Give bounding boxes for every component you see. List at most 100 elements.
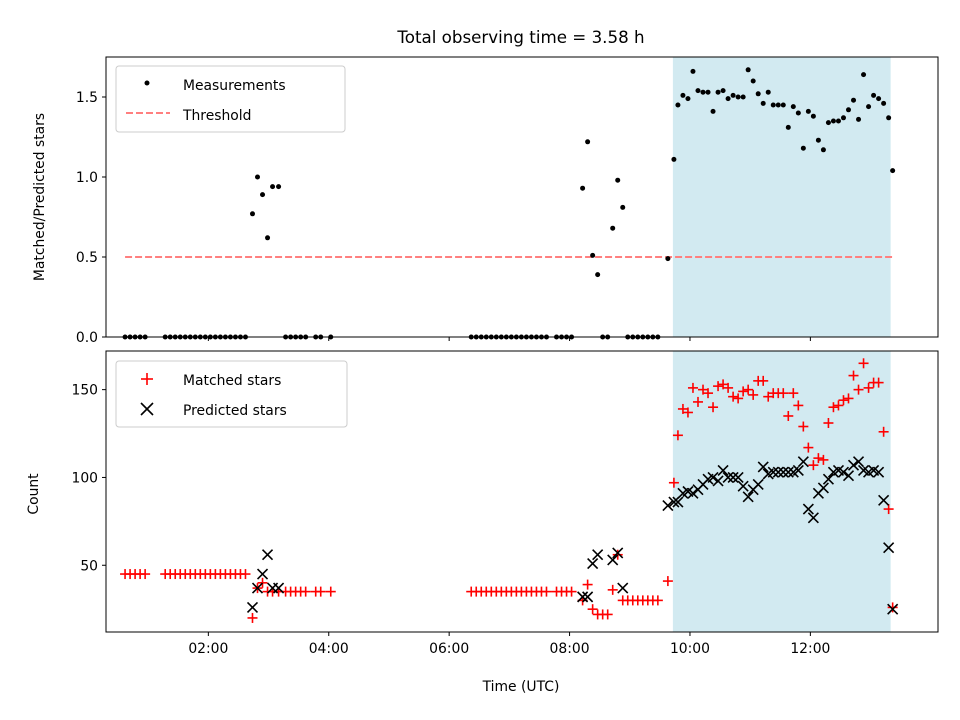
measurement-point [871, 92, 877, 98]
matched-point [853, 384, 864, 395]
predicted-point [717, 464, 729, 476]
count-x-ticks: 02:00 04:00 06:00 08:00 10:00 12:00 [188, 632, 830, 657]
matched-point [818, 454, 829, 465]
measurement-point [755, 91, 761, 97]
matched-point [778, 388, 789, 399]
measurement-point [881, 100, 887, 106]
matched-point [858, 358, 869, 369]
matched-point [733, 393, 744, 404]
measurement-point [276, 184, 282, 190]
predicted-point [668, 496, 680, 508]
measurement-point [750, 78, 756, 84]
matched-point [140, 569, 151, 580]
matched-point [798, 421, 809, 432]
predicted-point [732, 471, 744, 484]
measurement-point [685, 96, 691, 102]
matched-point [813, 453, 824, 464]
predicted-point [842, 470, 855, 482]
measurement-point [671, 156, 677, 162]
measurement-point [770, 102, 776, 108]
count-y-axis-label: Count [26, 473, 42, 515]
matched-point [803, 442, 814, 453]
matched-point [662, 576, 673, 587]
measurement-point [680, 92, 686, 98]
ratio-y-tick-label: 0.0 [76, 330, 98, 346]
matched-point [587, 604, 598, 615]
measurement-point [866, 104, 872, 110]
predicted-point [256, 568, 269, 580]
measurement-point [825, 120, 831, 126]
legend-predicted-marker [140, 402, 154, 416]
measurement-point [861, 72, 867, 78]
measurement-point [725, 96, 731, 102]
predicted-point [782, 466, 794, 478]
predicted-point [757, 461, 769, 473]
measurement-point [590, 252, 596, 258]
measurement-point [700, 89, 706, 95]
matched-point [703, 388, 714, 399]
measurement-point [886, 115, 892, 121]
matched-point [863, 382, 874, 393]
measurement-point [830, 118, 836, 124]
matched-point [687, 382, 698, 393]
matched-point [315, 586, 326, 597]
matched-point [748, 389, 759, 400]
count-y-tick-label: 150 [71, 383, 98, 399]
predicted-point [672, 496, 684, 508]
measurement-point [740, 94, 746, 100]
measurement-point [705, 89, 711, 95]
matched-point [713, 381, 724, 392]
figure-title: Total observing time = 3.58 h [396, 27, 644, 47]
matched-point [698, 384, 709, 395]
measurement-point [790, 104, 796, 110]
ratio-x-ticks [207, 337, 811, 341]
measurement-point [890, 168, 896, 174]
predicted-point [792, 464, 804, 476]
count-legend: Matched stars Predicted stars [115, 360, 348, 428]
matched-point [728, 391, 739, 402]
predicted-point [802, 503, 814, 515]
measurement-point [795, 110, 801, 116]
count-shaded-region [672, 351, 891, 632]
x-tick-label: 04:00 [309, 641, 349, 657]
matched-point [677, 403, 688, 414]
measurement-point [730, 92, 736, 98]
measurement-point [780, 102, 786, 108]
ratio-panel: 0.0 0.5 1.0 1.5 Matched/Predicted stars Mea… [32, 56, 939, 346]
predicted-points-layer [246, 456, 899, 615]
matched-point [828, 402, 839, 413]
predicted-point [742, 491, 754, 503]
measurement-point [690, 68, 696, 74]
matched-point [758, 375, 769, 386]
predicted-point [251, 582, 264, 594]
ratio-y-ticks: 0.0 0.5 1.0 1.5 [76, 90, 106, 346]
predicted-point [807, 512, 819, 524]
matched-point [247, 612, 258, 623]
matched-point [668, 477, 679, 488]
matched-point [793, 400, 804, 411]
matched-point [300, 586, 311, 597]
matched-point [848, 370, 859, 381]
measurement-point [785, 124, 791, 130]
measurement-point [851, 97, 857, 103]
predicted-point [592, 549, 604, 561]
matched-point [602, 609, 613, 620]
measurement-point [595, 272, 601, 278]
matched-point [723, 382, 734, 393]
measurement-point [765, 89, 771, 95]
matched-point [783, 410, 794, 421]
measurement-point [735, 94, 741, 100]
legend-threshold-label: Threshold [182, 108, 251, 124]
measurement-point [835, 118, 841, 124]
matched-point [878, 426, 889, 437]
matched-point [325, 586, 336, 597]
matched-point [718, 379, 729, 390]
count-y-tick-label: 50 [80, 558, 98, 574]
matched-point [843, 393, 854, 404]
measurement-point [270, 184, 276, 190]
matched-point [257, 577, 268, 588]
predicted-point [847, 459, 860, 471]
predicted-point [712, 475, 724, 487]
matched-point [692, 396, 703, 407]
